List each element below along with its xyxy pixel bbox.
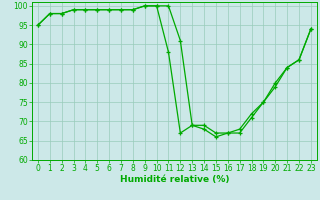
X-axis label: Humidité relative (%): Humidité relative (%) xyxy=(120,175,229,184)
